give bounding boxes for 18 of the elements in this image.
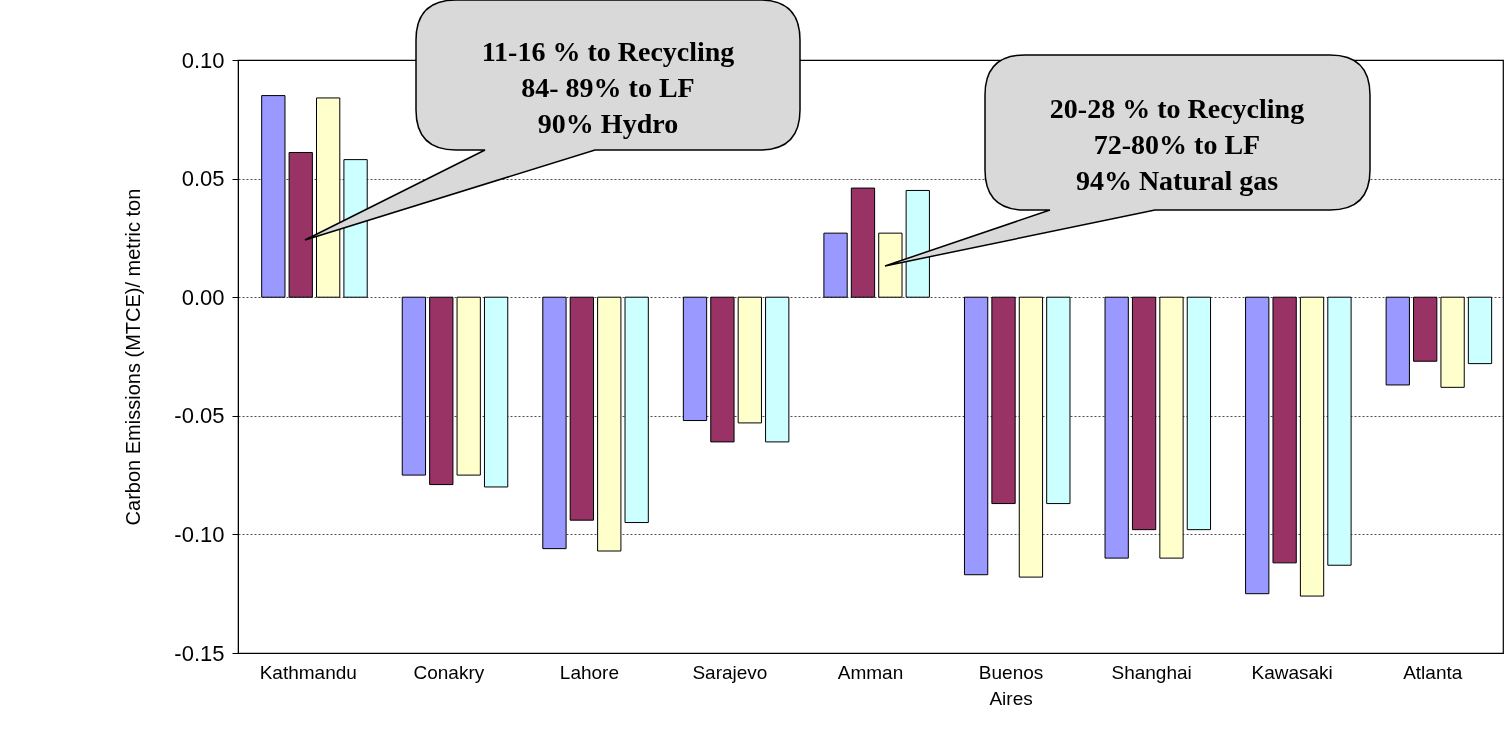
x-tick-label: Kawasaki (1251, 661, 1333, 683)
y-tick-label: 0.10 (181, 47, 225, 73)
y-axis-title: Carbon Emissions (MTCE)/ metric ton (122, 188, 145, 526)
x-tick-label: Amman (837, 661, 904, 683)
y-tick-label: -0.10 (174, 521, 225, 547)
x-tick-label: Sarajevo (692, 661, 768, 683)
x-tick-label: Kathmandu (259, 661, 357, 683)
x-tick-label: Lahore (559, 661, 619, 683)
x-tick-label: Shanghai (1111, 661, 1192, 683)
y-tick-label: -0.05 (174, 403, 225, 429)
y-tick-label: 0.00 (181, 284, 225, 310)
x-tick-label: Atlanta (1403, 661, 1463, 683)
y-tick-label: 0.05 (181, 166, 225, 192)
x-tick-label: Conakry (413, 661, 485, 683)
annotation: 20-28 % to Recycling 72-80% to LF 94% Natural gas (1049, 93, 1305, 196)
annotation: 11-16 % to Recycling 84- 89% to LF 90% Hydro (481, 36, 735, 139)
x-tick-label: Buenos Aires (978, 661, 1044, 709)
y-tick-label: -0.15 (174, 640, 225, 666)
